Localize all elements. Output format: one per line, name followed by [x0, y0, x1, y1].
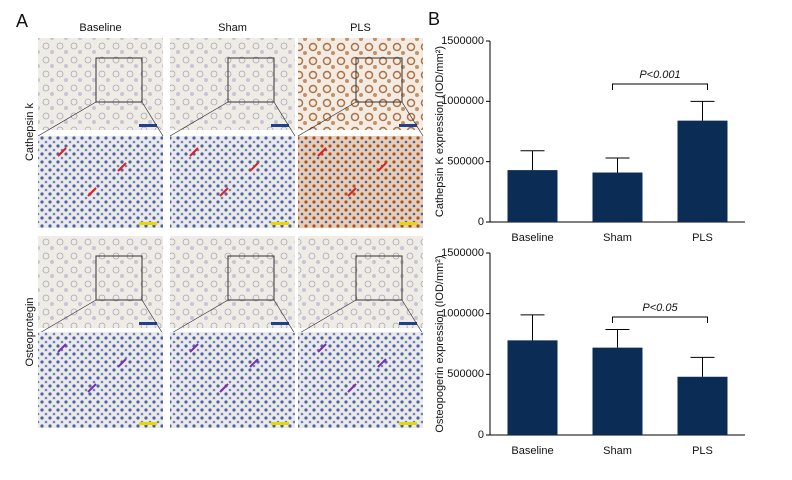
y-tick-label: 1000000 — [441, 95, 484, 107]
arrow — [117, 358, 127, 368]
scale-bar — [271, 222, 289, 225]
scale-bar — [271, 124, 289, 127]
micrograph — [170, 38, 295, 130]
bar — [677, 376, 728, 435]
panel-label: B — [428, 9, 440, 29]
x-tick-label: PLS — [692, 445, 713, 457]
y-tick-label: 500000 — [447, 368, 484, 380]
zoom-line — [273, 299, 296, 335]
scale-bar — [139, 422, 157, 425]
arrow — [57, 343, 67, 353]
arrow — [347, 383, 357, 393]
bar — [507, 340, 558, 435]
inset-box — [95, 255, 143, 301]
annotation: P<0.05 — [642, 302, 678, 314]
significance-bracket — [612, 83, 708, 90]
bar — [677, 120, 728, 222]
arrow — [87, 187, 97, 197]
arrow — [249, 162, 259, 172]
zoom-line — [273, 101, 296, 137]
row-label: Osteoprotegin — [24, 297, 36, 366]
scale-bar — [139, 124, 157, 127]
zoom-line — [141, 101, 164, 137]
zoom-line — [297, 101, 357, 137]
inset-box — [355, 57, 403, 103]
micrograph — [38, 38, 163, 130]
micrograph — [298, 38, 423, 130]
arrow — [317, 147, 327, 157]
scale-bar — [399, 124, 417, 127]
scale-bar — [139, 222, 157, 225]
zoom-line — [401, 101, 424, 137]
scale-bar — [271, 422, 289, 425]
zoom-line — [141, 299, 164, 335]
arrow — [249, 358, 259, 368]
x-tick-label: Baseline — [511, 232, 553, 244]
y-tick-label: 1000000 — [441, 308, 484, 320]
x-tick-label: Baseline — [511, 445, 553, 457]
arrow — [87, 383, 97, 393]
column-label: Sham — [218, 22, 247, 34]
column-label: PLS — [350, 22, 371, 34]
zoom-line — [169, 299, 229, 335]
y-tick-label: 1500000 — [441, 35, 484, 47]
zoom-line — [297, 299, 357, 335]
inset-box — [227, 57, 275, 103]
arrow — [317, 343, 327, 353]
y-axis-label: Cathepsin K expression (IOD/mm²) — [434, 46, 446, 217]
scale-bar — [399, 322, 417, 325]
y-tick-label: 0 — [478, 429, 484, 441]
inset-box — [227, 255, 275, 301]
inset-box — [95, 57, 143, 103]
bar — [507, 170, 558, 222]
y-tick-label: 0 — [478, 216, 484, 228]
micrograph — [38, 236, 163, 328]
micrograph — [298, 136, 423, 228]
micrograph — [298, 332, 423, 428]
arrow — [219, 187, 229, 197]
x-tick-label: Sham — [603, 445, 632, 457]
inset-box — [355, 255, 403, 301]
panel-label: A — [16, 11, 28, 31]
zoom-line — [401, 299, 424, 335]
significance-bracket — [612, 316, 708, 323]
arrow — [377, 358, 387, 368]
row-label: Cathepsin k — [24, 102, 36, 161]
micrograph — [298, 236, 423, 328]
scale-bar — [139, 322, 157, 325]
bar — [592, 347, 643, 435]
arrow — [57, 147, 67, 157]
arrow — [347, 187, 357, 197]
micrograph — [170, 136, 295, 228]
arrow — [117, 162, 127, 172]
zoom-line — [169, 101, 229, 137]
arrow — [189, 343, 199, 353]
arrow — [189, 147, 199, 157]
x-tick-label: PLS — [692, 232, 713, 244]
y-tick-label: 1500000 — [441, 247, 484, 259]
micrograph — [38, 136, 163, 228]
y-axis-label: Osteopogerin expression (IOD/mm²) — [434, 255, 446, 432]
bar — [592, 172, 643, 222]
micrograph — [170, 236, 295, 328]
scale-bar — [271, 322, 289, 325]
y-tick-label: 500000 — [447, 156, 484, 168]
scale-bar — [399, 222, 417, 225]
annotation: P<0.001 — [639, 69, 680, 81]
micrograph — [170, 332, 295, 428]
arrow — [377, 162, 387, 172]
x-tick-label: Sham — [603, 232, 632, 244]
arrow — [219, 383, 229, 393]
scale-bar — [399, 422, 417, 425]
zoom-line — [37, 299, 97, 335]
micrograph — [38, 332, 163, 428]
zoom-line — [37, 101, 97, 137]
column-label: Baseline — [79, 22, 121, 34]
